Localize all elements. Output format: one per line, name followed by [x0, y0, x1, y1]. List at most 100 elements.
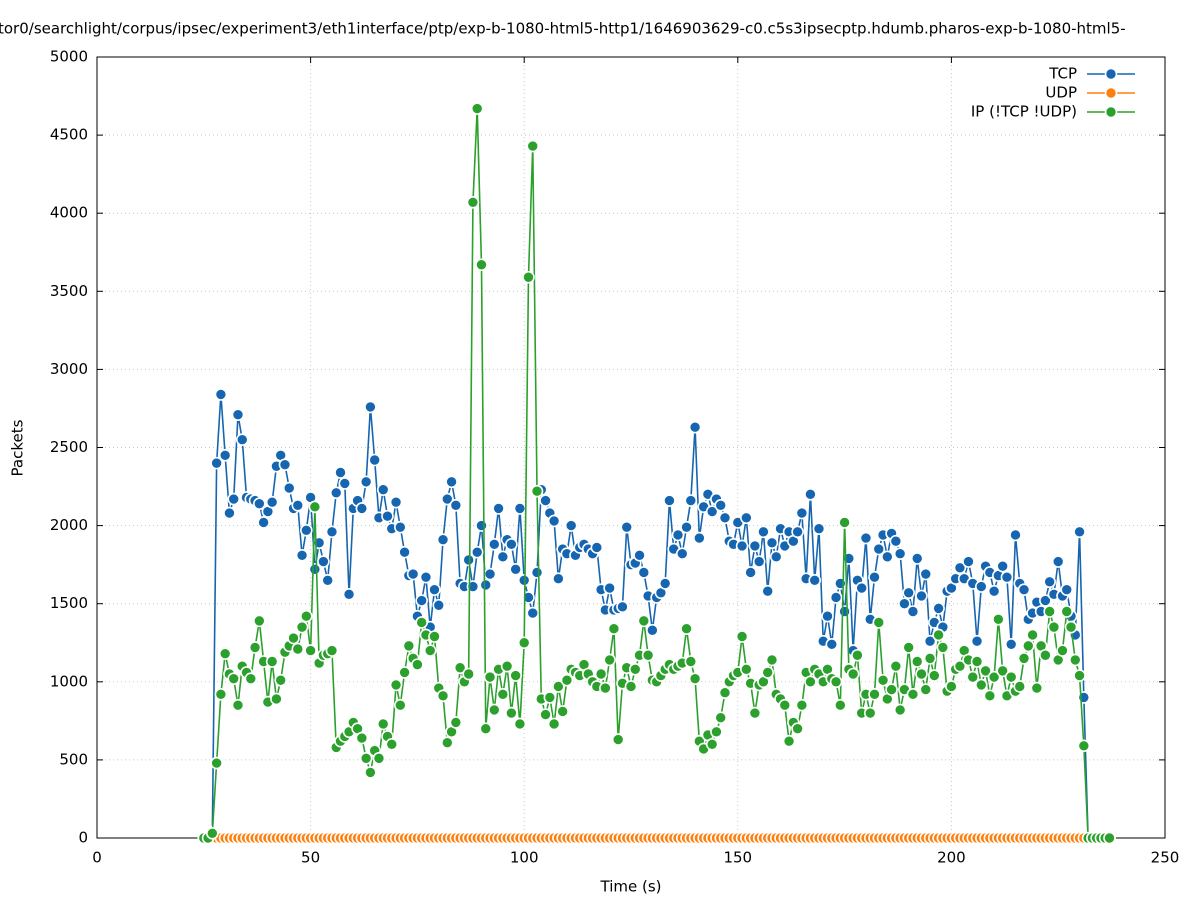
point	[885, 683, 898, 696]
point	[329, 486, 343, 500]
point	[953, 659, 967, 673]
point	[705, 737, 719, 751]
point	[740, 663, 753, 676]
point	[513, 717, 527, 731]
point	[287, 631, 300, 645]
series-line	[203, 394, 1110, 839]
point	[295, 620, 309, 634]
point	[881, 550, 894, 564]
point	[539, 708, 552, 721]
point	[300, 609, 313, 623]
point	[210, 756, 223, 770]
point	[1026, 628, 1039, 642]
point	[970, 634, 984, 648]
point	[804, 488, 817, 501]
y-tick-label: 3500	[50, 282, 88, 300]
point	[462, 553, 475, 567]
point	[402, 639, 416, 653]
point	[394, 520, 407, 534]
point	[992, 613, 1005, 626]
y-tick-label: 2500	[50, 438, 88, 456]
point	[522, 591, 535, 604]
point	[368, 453, 381, 467]
point	[278, 458, 292, 471]
point	[517, 636, 531, 650]
point	[206, 827, 219, 840]
point	[1039, 648, 1052, 662]
y-tick-label: 2000	[50, 516, 88, 534]
point	[308, 563, 322, 576]
point	[829, 675, 843, 689]
point	[637, 566, 651, 579]
point	[646, 623, 659, 637]
point	[782, 734, 796, 748]
point	[1017, 652, 1031, 665]
point	[987, 670, 1001, 684]
point	[923, 652, 937, 665]
point	[342, 588, 356, 601]
point	[795, 698, 809, 712]
point	[1009, 528, 1022, 542]
point	[364, 766, 377, 779]
point	[223, 506, 236, 520]
point	[423, 644, 437, 657]
point	[359, 752, 373, 765]
point	[470, 102, 484, 115]
point	[513, 502, 527, 515]
point	[945, 680, 958, 693]
point	[210, 456, 223, 470]
point	[445, 475, 458, 489]
point	[748, 706, 762, 720]
point	[308, 500, 322, 514]
point	[543, 691, 557, 704]
point	[270, 692, 283, 706]
point	[496, 687, 510, 701]
point	[688, 672, 702, 685]
point	[475, 258, 488, 272]
point	[321, 573, 334, 587]
point	[415, 616, 428, 629]
point	[449, 716, 463, 729]
point	[432, 598, 446, 612]
point	[1051, 555, 1065, 568]
point	[257, 516, 270, 529]
point	[1021, 639, 1035, 653]
point	[496, 550, 510, 564]
point	[748, 539, 762, 553]
point	[265, 495, 279, 509]
point	[355, 731, 369, 745]
point	[325, 644, 339, 657]
y-axis-label: Packets	[9, 419, 27, 476]
y-tick-label: 500	[59, 750, 88, 768]
point	[599, 681, 612, 695]
point	[1064, 620, 1078, 634]
point	[1073, 525, 1086, 539]
point	[218, 647, 232, 660]
x-tick-label: 0	[92, 849, 102, 867]
point	[778, 698, 792, 712]
point	[509, 563, 522, 576]
point	[616, 600, 629, 614]
point	[765, 653, 779, 667]
point	[603, 581, 616, 595]
point	[975, 678, 988, 692]
point	[1060, 605, 1074, 618]
point	[893, 703, 907, 717]
point	[385, 737, 399, 751]
point	[641, 648, 655, 662]
legend-marker	[1104, 86, 1118, 100]
point	[253, 614, 266, 628]
point	[325, 525, 339, 539]
point	[526, 606, 540, 620]
point	[919, 683, 933, 696]
point	[1043, 575, 1056, 589]
point	[846, 667, 860, 681]
point	[688, 420, 702, 434]
point	[338, 477, 352, 490]
point	[825, 638, 839, 651]
point	[658, 577, 672, 590]
point	[603, 653, 616, 667]
point	[556, 705, 569, 718]
